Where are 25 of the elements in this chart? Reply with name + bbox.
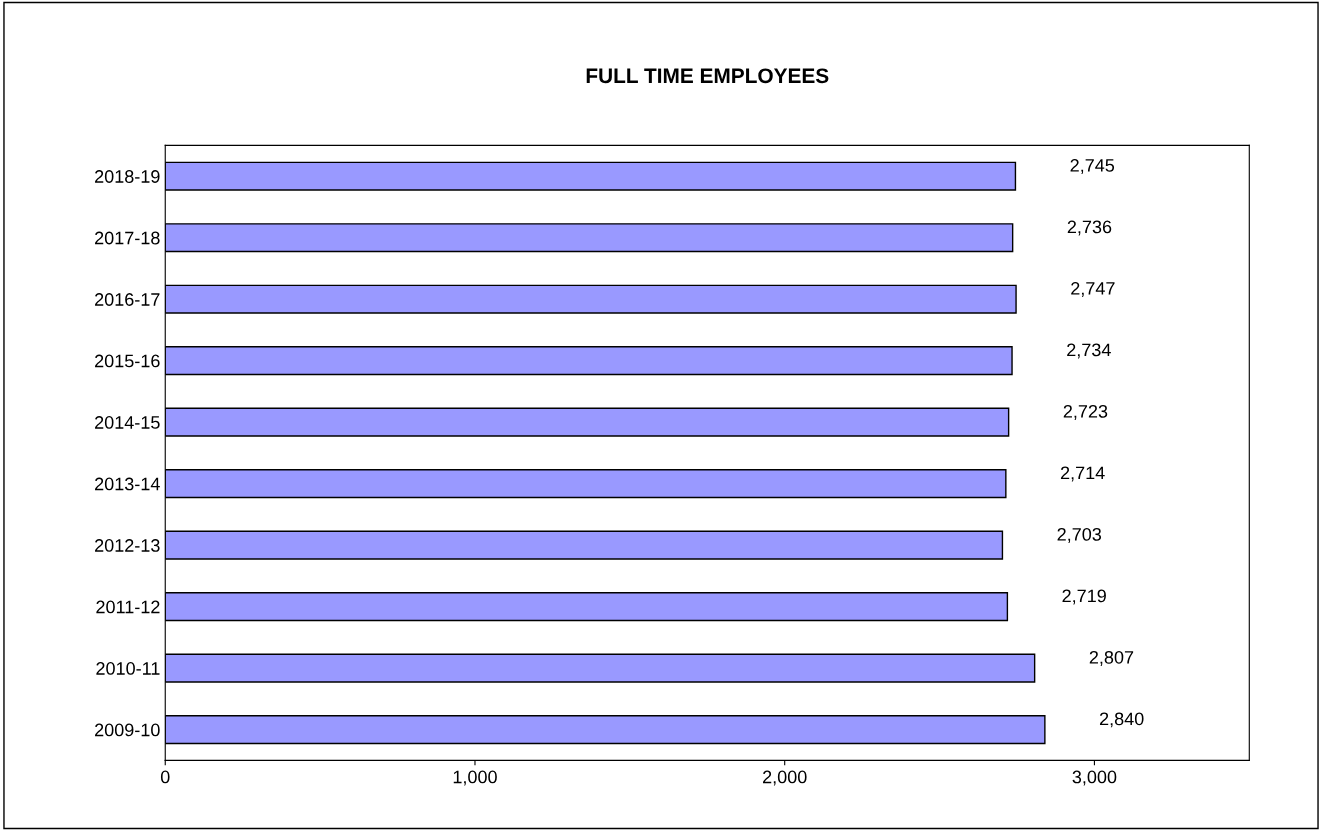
- x-tick-label: 2,000: [763, 770, 807, 786]
- x-tick-label: 0: [160, 770, 170, 784]
- x-tick-label: 1,000: [453, 770, 497, 786]
- y-tick-label: 2013-14: [95, 477, 160, 491]
- data-label: 2,703: [1057, 527, 1102, 543]
- data-label: 2,719: [1062, 589, 1106, 605]
- y-tick-label: 2016-17: [95, 293, 160, 306]
- data-label: 2,723: [1063, 404, 1108, 420]
- data-label: 2,736: [1067, 220, 1112, 236]
- data-label: 2,714: [1060, 466, 1105, 482]
- data-label: 2,734: [1067, 343, 1111, 359]
- data-label: 2,747: [1071, 282, 1115, 297]
- x-tick-label: 3,000: [1072, 770, 1117, 786]
- chart-title: FULL TIME EMPLOYEES: [586, 68, 829, 84]
- data-label: 2,840: [1099, 712, 1144, 728]
- y-tick-label: 2012-13: [95, 539, 160, 552]
- y-tick-label: 2015-16: [95, 354, 160, 368]
- y-tick-label: 2009-10: [95, 723, 160, 737]
- data-label: 2,745: [1070, 159, 1115, 174]
- y-tick-label: 2014-15: [95, 416, 160, 429]
- data-label: 2,807: [1089, 650, 1134, 666]
- y-tick-label: 2018-19: [95, 170, 160, 183]
- y-tick-label: 2011-12: [96, 600, 160, 614]
- y-tick-label: 2010-11: [96, 662, 160, 675]
- y-tick-label: 2017-18: [95, 231, 160, 245]
